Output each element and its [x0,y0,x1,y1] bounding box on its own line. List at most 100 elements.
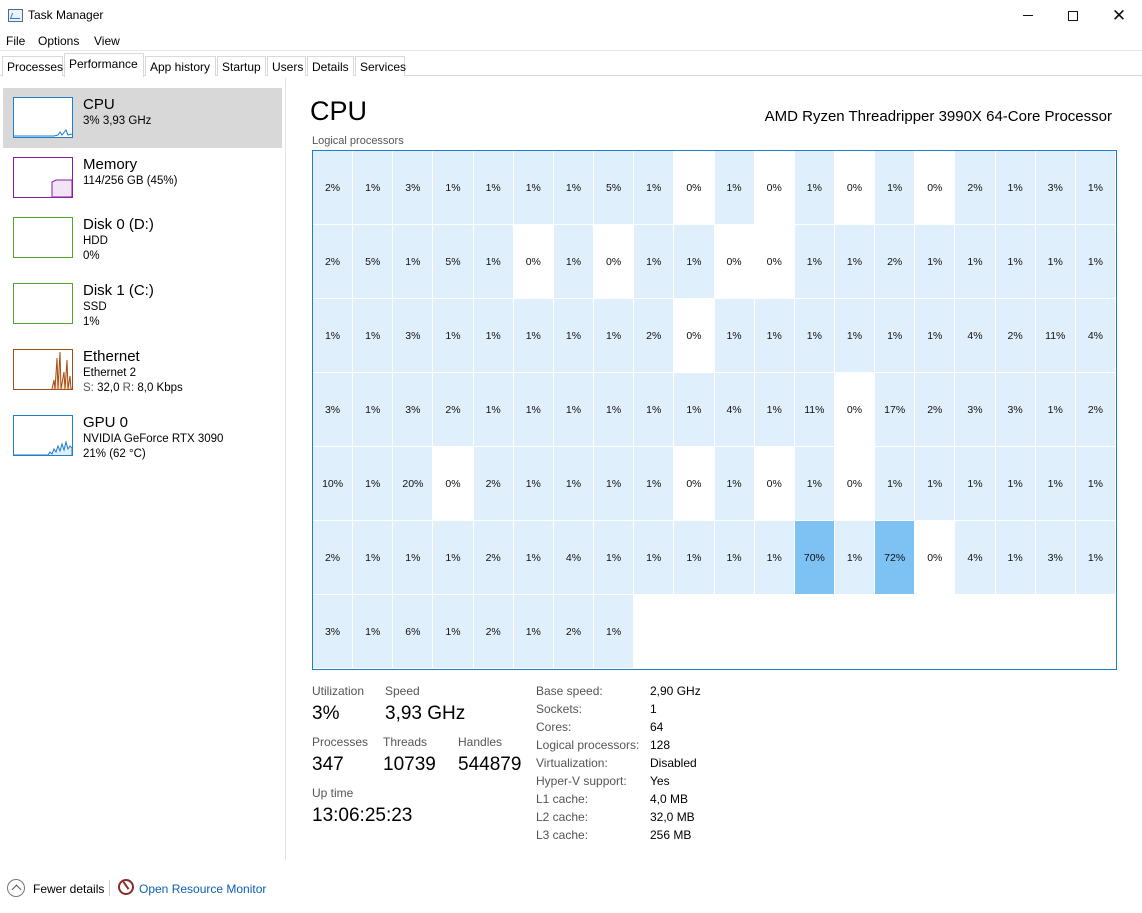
sidebar-item-cpu[interactable]: CPU 3% 3,93 GHz [3,88,282,148]
logical-processor-cell: 1% [995,521,1036,595]
receive-value: 8,0 Kbps [137,382,183,394]
logical-processor-cell: 1% [915,299,956,373]
detail-label: Hyper-V support: [536,774,627,788]
logical-processor-cell: 1% [513,521,554,595]
sidebar-item-type: HDD [83,235,108,247]
tab-details[interactable]: Details [307,56,354,76]
logical-processor-cell: 1% [553,447,595,521]
tab-startup[interactable]: Startup [217,56,266,76]
logical-processor-cell: 2% [915,373,956,447]
logical-processor-cell: 2% [995,299,1036,373]
fewer-details-button[interactable]: Fewer details [33,882,105,896]
logical-processor-cell: 3% [313,595,354,669]
logical-processor-cell: 3% [313,373,354,447]
logical-processor-cell: 1% [513,299,554,373]
logical-processor-cell: 0% [513,225,554,299]
sidebar-item-adapter: Ethernet 2 [83,367,137,379]
tab-app-history[interactable]: App history [145,56,216,76]
maximize-button[interactable] [1050,0,1096,31]
detail-value: 4,0 MB [650,792,689,806]
sidebar-item-memory[interactable]: Memory 114/256 GB (45%) [3,148,282,208]
menu-view[interactable]: View [94,34,120,48]
empty-grid-slot [995,595,1036,669]
window-title: Task Manager [28,8,104,22]
send-value: 32,0 [97,382,120,394]
logical-processor-cell: 1% [834,225,876,299]
chevron-up-icon[interactable] [7,879,25,897]
logical-processor-cell: 1% [794,151,835,225]
sidebar-item-title: Ethernet [83,348,140,365]
receive-label: R: [122,382,135,394]
logical-processor-cell: 1% [995,151,1036,225]
logical-processor-cell: 1% [875,447,916,521]
empty-grid-slot [875,595,916,669]
logical-processor-cell: 1% [714,151,755,225]
logical-processor-cell: 2% [473,447,514,521]
logical-processor-cell: 2% [313,225,354,299]
open-resource-monitor-link[interactable]: Open Resource Monitor [139,882,267,896]
sidebar-item-title: Disk 1 (C:) [83,282,154,299]
sidebar-item-ethernet[interactable]: Ethernet Ethernet 2 S: 32,0 R: 8,0 Kbps [3,340,282,400]
logical-processor-cell: 1% [714,299,755,373]
logical-processor-cell: 1% [594,447,635,521]
logical-processor-cell: 1% [955,225,996,299]
handles-value: 544879 [458,754,522,775]
logical-processor-cell: 1% [594,521,635,595]
logical-processor-cell: 1% [553,225,595,299]
empty-grid-slot [1075,595,1116,669]
detail-value: 1 [650,702,657,716]
speed-value: 3,93 GHz [385,703,466,724]
tab-users[interactable]: Users [267,56,306,76]
close-button[interactable]: ✕ [1096,0,1142,31]
sidebar-item-detail: 21% (62 °C) [83,448,146,460]
disk-0-thumbnail-graph [13,217,73,258]
menu-options[interactable]: Options [38,34,80,48]
logical-processor-cell: 1% [794,225,835,299]
logical-processor-cell: 1% [674,521,715,595]
logical-processor-cell: 1% [875,299,916,373]
logical-processor-cell: 3% [1035,521,1076,595]
sidebar-item-gpu-0[interactable]: GPU 0 NVIDIA GeForce RTX 3090 21% (62 °C… [3,406,282,466]
logical-processor-cell: 1% [473,299,514,373]
uptime-value: 13:06:25:23 [312,805,413,826]
footer-bar: Fewer details Open Resource Monitor [0,875,1142,903]
logical-processor-cell: 0% [674,299,715,373]
threads-value: 10739 [383,754,436,775]
logical-processor-cell: 0% [714,225,755,299]
logical-processor-cell: 1% [473,373,514,447]
resource-monitor-icon[interactable] [118,879,134,895]
logical-processor-cell: 2% [955,151,996,225]
logical-processor-cell: 1% [875,151,916,225]
logical-processor-cell: 1% [834,299,876,373]
logical-processor-cell: 0% [834,151,876,225]
logical-processor-cell: 3% [393,299,434,373]
logical-processor-cell: 0% [834,373,876,447]
logical-processor-cell: 1% [1075,447,1116,521]
menu-bar: File Options View [0,31,1142,51]
logical-processor-cell: 1% [714,521,755,595]
empty-grid-slot [915,595,956,669]
utilization-label: Utilization [312,684,365,698]
logical-processor-cell: 2% [433,373,474,447]
tab-processes[interactable]: Processes [2,56,63,76]
logical-processor-cell: 1% [594,299,635,373]
processes-value: 347 [312,754,344,775]
empty-grid-slot [955,595,996,669]
detail-label: Virtualization: [536,756,608,770]
sidebar-item-throughput: S: 32,0 R: 8,0 Kbps [83,382,183,394]
logical-processor-cell: 2% [1075,373,1116,447]
logical-processor-cell: 1% [393,521,434,595]
logical-processors-label: Logical processors [312,135,404,147]
logical-processor-cell: 2% [634,299,675,373]
sidebar-item-disk-0[interactable]: Disk 0 (D:) HDD 0% [3,208,282,268]
tab-performance[interactable]: Performance [64,53,144,77]
logical-processor-cell: 5% [594,151,635,225]
tab-services[interactable]: Services [355,56,406,76]
detail-value: 32,0 MB [650,810,695,824]
logical-processor-cell: 1% [353,595,394,669]
minimize-button[interactable] [1005,0,1051,31]
menu-file[interactable]: File [6,34,26,48]
logical-processor-cell: 0% [754,225,795,299]
detail-value: Disabled [650,756,697,770]
sidebar-item-disk-1[interactable]: Disk 1 (C:) SSD 1% [3,274,282,334]
